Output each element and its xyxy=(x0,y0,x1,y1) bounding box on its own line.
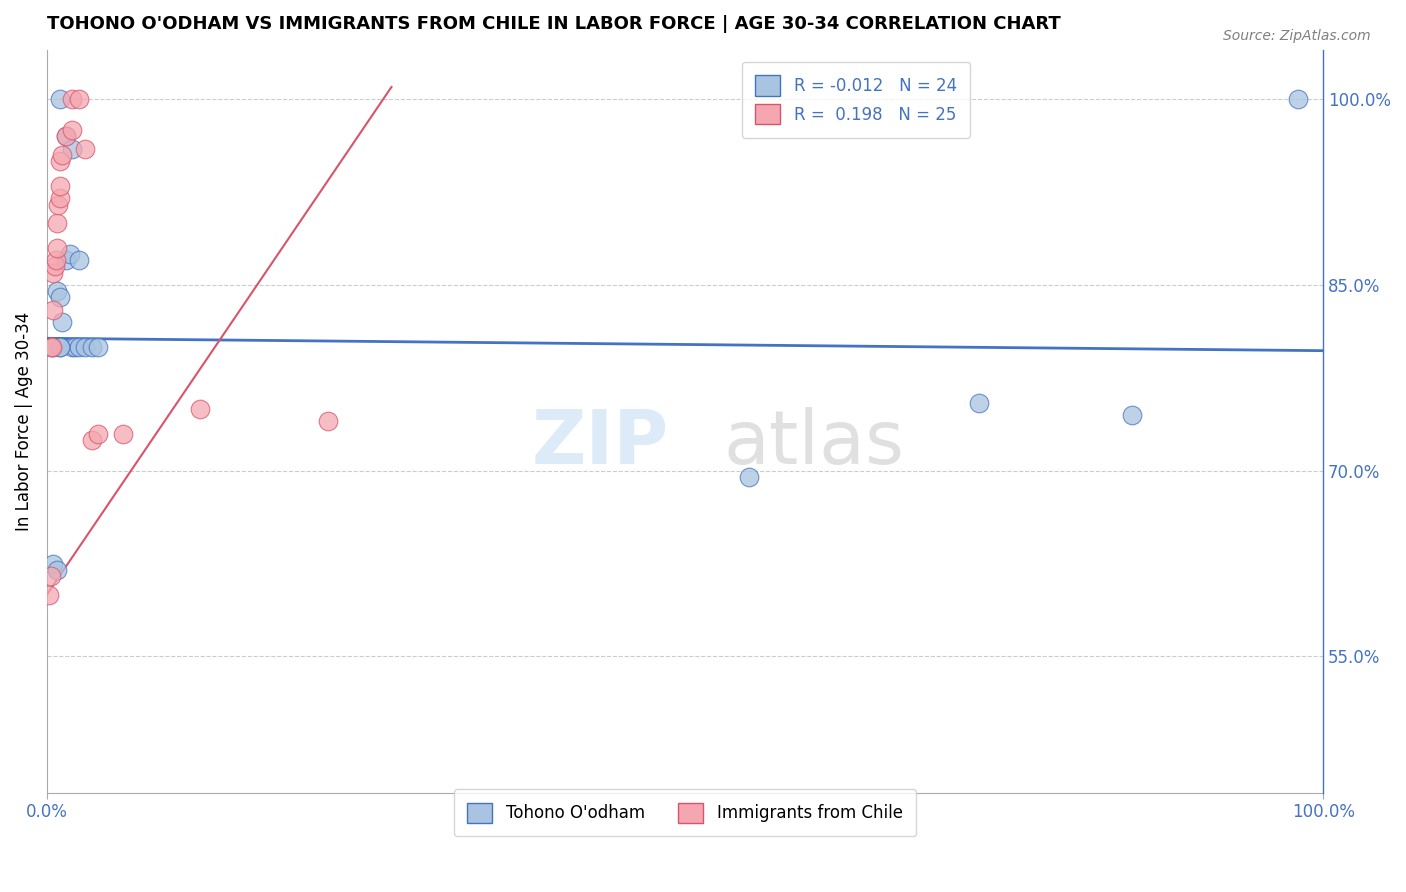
Point xyxy=(75,142,97,156)
Point xyxy=(48,340,70,354)
Text: atlas: atlas xyxy=(723,407,904,480)
Point xyxy=(39,340,62,354)
Point xyxy=(188,401,211,416)
Point xyxy=(738,470,761,484)
Point xyxy=(63,340,86,354)
Point xyxy=(67,340,90,354)
Point xyxy=(55,129,77,144)
Point xyxy=(316,414,339,428)
Point xyxy=(80,340,103,354)
Point xyxy=(87,340,110,354)
Point xyxy=(62,142,84,156)
Point xyxy=(46,241,69,255)
Point xyxy=(75,340,97,354)
Legend: Tohono O'odham, Immigrants from Chile: Tohono O'odham, Immigrants from Chile xyxy=(454,789,915,837)
Point xyxy=(55,253,77,268)
Text: ZIP: ZIP xyxy=(531,407,669,480)
Point xyxy=(46,563,69,577)
Point xyxy=(48,92,70,106)
Point xyxy=(46,216,69,230)
Y-axis label: In Labor Force | Age 30-34: In Labor Force | Age 30-34 xyxy=(15,311,32,531)
Point xyxy=(48,179,70,194)
Point xyxy=(87,426,110,441)
Point xyxy=(42,557,65,571)
Point xyxy=(62,123,84,137)
Point xyxy=(41,340,63,354)
Point xyxy=(62,92,84,106)
Text: TOHONO O'ODHAM VS IMMIGRANTS FROM CHILE IN LABOR FORCE | AGE 30-34 CORRELATION C: TOHONO O'ODHAM VS IMMIGRANTS FROM CHILE … xyxy=(46,15,1060,33)
Point xyxy=(67,92,90,106)
Point xyxy=(67,253,90,268)
Point xyxy=(80,433,103,447)
Point xyxy=(48,191,70,205)
Point xyxy=(44,260,66,274)
Point xyxy=(42,302,65,317)
Point xyxy=(967,395,990,409)
Point xyxy=(62,340,84,354)
Point xyxy=(1286,92,1309,106)
Point xyxy=(38,588,60,602)
Point xyxy=(48,340,70,354)
Point xyxy=(42,340,65,354)
Point xyxy=(46,285,69,299)
Point xyxy=(45,253,67,268)
Point xyxy=(1121,408,1143,422)
Text: Source: ZipAtlas.com: Source: ZipAtlas.com xyxy=(1223,29,1371,43)
Point xyxy=(112,426,135,441)
Point xyxy=(51,148,73,162)
Point xyxy=(51,315,73,329)
Point xyxy=(42,266,65,280)
Point xyxy=(48,154,70,169)
Point xyxy=(48,197,70,211)
Point xyxy=(39,569,62,583)
Point xyxy=(59,247,82,261)
Point xyxy=(55,129,77,144)
Point xyxy=(48,290,70,304)
